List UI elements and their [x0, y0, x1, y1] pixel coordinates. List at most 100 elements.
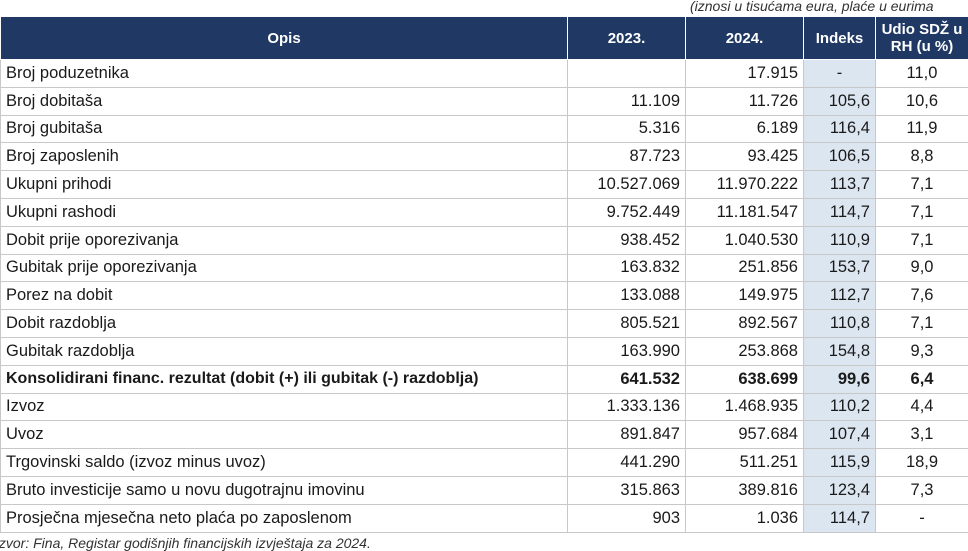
value-cell: 8,8 — [875, 142, 968, 172]
table-row: Bruto investicije samo u novu dugotrajnu… — [0, 475, 968, 505]
row-label: Porez na dobit — [0, 281, 568, 311]
source-note: Izvor: Fina, Registar godišnjih financij… — [0, 535, 371, 551]
row-label: Broj gubitaša — [0, 114, 568, 144]
value-cell: 9,3 — [875, 336, 968, 366]
value-cell: 11.726 — [685, 86, 804, 116]
value-cell: 7,1 — [875, 197, 968, 227]
row-label: Gubitak prije oporezivanja — [0, 253, 568, 283]
value-cell: 6.189 — [685, 114, 804, 144]
header-cell: Opis — [0, 16, 568, 60]
row-label: Prosječna mjesečna neto plaća po zaposle… — [0, 503, 568, 533]
table-row: Trgovinski saldo (izvoz minus uvoz) 441.2… — [0, 448, 968, 477]
header-row: Opis 2023. 2024. Indeks Udio SDŽ u RH (u %) — [0, 16, 968, 60]
table-row: Broj poduzetnika 17.915-11,0 — [0, 59, 968, 88]
value-cell: 114,7 — [803, 197, 876, 227]
value-cell: 163.832 — [567, 253, 686, 283]
row-label: Trgovinski saldo (izvoz minus uvoz) — [0, 448, 568, 477]
value-cell: 315.863 — [567, 475, 686, 505]
value-cell: 9,0 — [875, 253, 968, 283]
table-body: Broj poduzetnika 17.915-11,0 Broj dobitaša… — [0, 59, 968, 533]
value-cell: 154,8 — [803, 336, 876, 366]
table-row: Ukupni prihodi 10.527.069 11.970.222 113,7 7… — [0, 170, 968, 199]
value-cell: 638.699 — [685, 364, 804, 394]
value-cell: 389.816 — [685, 475, 804, 505]
value-cell: 106,5 — [803, 142, 876, 172]
value-cell: 18,9 — [875, 448, 968, 477]
row-label: Broj poduzetnika — [0, 59, 568, 88]
table-row: Izvoz 1.333.136 1.468.935 110,2 4,4 — [0, 392, 968, 422]
value-cell: 251.856 — [685, 253, 804, 283]
header-cell: 2023. — [567, 16, 686, 60]
value-cell: 110,8 — [803, 309, 876, 338]
value-cell: 3,1 — [875, 420, 968, 450]
table-row: Porez na dobit 133.088 149.975 112,7 7,6 — [0, 281, 968, 311]
value-cell: 107,4 — [803, 420, 876, 450]
row-label: Bruto investicije samo u novu dugotrajnu… — [0, 475, 568, 505]
table-row: Broj gubitaša 5.316 6.189 116,4 11,9 — [0, 114, 968, 144]
row-label: Dobit prije oporezivanja — [0, 225, 568, 255]
table-row: Ukupni rashodi 9.752.449 11.181.547 114,7 7,… — [0, 197, 968, 227]
table-row: Prosječna mjesečna neto plaća po zaposle… — [0, 503, 968, 533]
table-row: Uvoz 891.847 957.684 107,4 3,1 — [0, 420, 968, 450]
value-cell: 110,9 — [803, 225, 876, 255]
value-cell: 116,4 — [803, 114, 876, 144]
value-cell: 938.452 — [567, 225, 686, 255]
value-cell: 115,9 — [803, 448, 876, 477]
value-cell: 10.527.069 — [567, 170, 686, 199]
value-cell: 5.316 — [567, 114, 686, 144]
value-cell: 903 — [567, 503, 686, 533]
value-cell: 11,9 — [875, 114, 968, 144]
value-cell: 7,6 — [875, 281, 968, 311]
value-cell: 4,4 — [875, 392, 968, 422]
value-cell: 891.847 — [567, 420, 686, 450]
value-cell: 9.752.449 — [567, 197, 686, 227]
table-row: Dobit prije oporezivanja 938.452 1.040.530… — [0, 225, 968, 255]
table-row: Broj dobitaša 11.109 11.726 105,6 10,6 — [0, 86, 968, 116]
value-cell: 892.567 — [685, 309, 804, 338]
value-cell: 105,6 — [803, 86, 876, 116]
value-cell: 6,4 — [875, 364, 968, 394]
row-label: Dobit razdoblja — [0, 309, 568, 338]
row-label: Gubitak razdoblja — [0, 336, 568, 366]
value-cell: 133.088 — [567, 281, 686, 311]
row-label: Uvoz — [0, 420, 568, 450]
value-cell: 641.532 — [567, 364, 686, 394]
value-cell: 93.425 — [685, 142, 804, 172]
value-cell: 113,7 — [803, 170, 876, 199]
value-cell: 149.975 — [685, 281, 804, 311]
value-cell: 1.333.136 — [567, 392, 686, 422]
row-label: Ukupni rashodi — [0, 197, 568, 227]
row-label: Izvoz — [0, 392, 568, 422]
value-cell: 11.970.222 — [685, 170, 804, 199]
value-cell: 1.040.530 — [685, 225, 804, 255]
header-cell: 2024. — [685, 16, 804, 60]
header-cell: Indeks — [803, 16, 876, 60]
value-cell: - — [875, 503, 968, 533]
header-cell: Udio SDŽ u RH (u %) — [875, 16, 968, 60]
row-label: Ukupni prihodi — [0, 170, 568, 199]
value-cell: 110,2 — [803, 392, 876, 422]
value-cell: 805.521 — [567, 309, 686, 338]
value-cell: 7,1 — [875, 309, 968, 338]
value-cell: 441.290 — [567, 448, 686, 477]
value-cell: 1.468.935 — [685, 392, 804, 422]
value-cell: 87.723 — [567, 142, 686, 172]
value-cell: 10,6 — [875, 86, 968, 116]
value-cell: 7,3 — [875, 475, 968, 505]
value-cell: 11,0 — [875, 59, 968, 88]
table-header: Opis 2023. 2024. Indeks Udio SDŽ u RH (u %) — [0, 16, 968, 60]
table-row: Dobit razdoblja 805.521 892.567 110,8 7,1 — [0, 309, 968, 338]
value-cell: - — [803, 59, 876, 88]
value-cell: 511.251 — [685, 448, 804, 477]
value-cell: 7,1 — [875, 225, 968, 255]
units-note: (iznosi u tisućama eura, plaće u eurima — [690, 0, 934, 14]
value-cell: 1.036 — [685, 503, 804, 533]
row-label: Broj zaposlenih — [0, 142, 568, 172]
table-row: Gubitak razdoblja 163.990 253.868 154,8 9,3 — [0, 336, 968, 366]
value-cell: 7,1 — [875, 170, 968, 199]
table-row: Konsolidirani financ. rezultat (dobit (+… — [0, 364, 968, 394]
table-row: Broj zaposlenih 87.723 93.425 106,5 8,8 — [0, 142, 968, 172]
value-cell: 11.109 — [567, 86, 686, 116]
